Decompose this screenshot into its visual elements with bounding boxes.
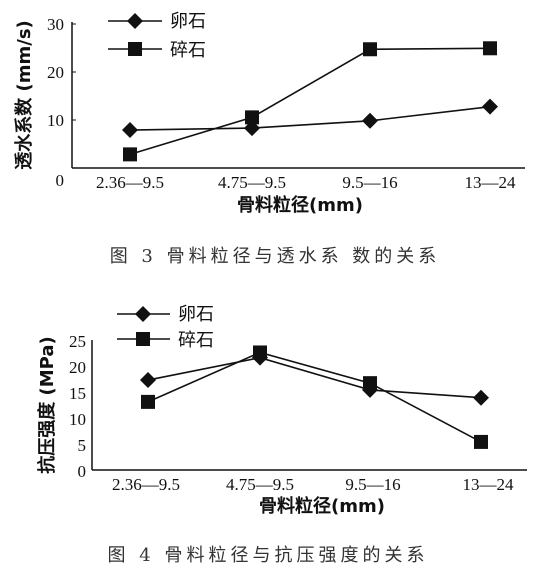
y-axis-label: 抗压强度 (MPa)	[36, 336, 58, 474]
series-line-2	[147, 351, 482, 443]
legend-square-marker	[128, 42, 142, 56]
data-point-diamond	[140, 372, 156, 389]
series-line-1	[147, 356, 482, 399]
x-axis-label: 骨料粒径(mm)	[237, 194, 363, 216]
legend-label-series-2: 碎石	[178, 330, 214, 351]
y-axis-label: 透水系数 (mm/s)	[13, 20, 35, 170]
data-point-diamond	[482, 98, 498, 115]
legend-label-series-1: 卵石	[170, 11, 206, 32]
y-tick-label: 10	[47, 111, 64, 130]
y-tick-label: 15	[69, 384, 86, 403]
legend-label-series-2: 碎石	[170, 40, 206, 61]
y-tick-label: 30	[47, 15, 64, 34]
chart-compressive-strength: 25 20 15 10 5 0 2.36—9.5 4.75—9.5 9.5—16…	[36, 304, 527, 566]
y-tick-label: 5	[78, 436, 87, 455]
data-point-square	[363, 376, 377, 391]
series-line-1	[129, 105, 491, 131]
legend-diamond-marker	[135, 306, 151, 322]
data-point-diamond	[473, 389, 489, 406]
data-point-diamond	[122, 122, 138, 139]
legend-square-marker	[136, 332, 150, 346]
x-tick-label: 4.75—9.5	[218, 173, 286, 192]
x-tick-label: 9.5—16	[342, 173, 397, 192]
y-tick-label: 25	[69, 332, 86, 351]
figure-caption: 图 3 骨料粒径与透水系 数的关系	[110, 246, 441, 267]
y-tick-label: 10	[69, 410, 86, 429]
y-tick-label: 20	[47, 63, 64, 82]
series-group	[122, 41, 498, 162]
data-point-diamond	[244, 120, 260, 137]
data-point-square	[141, 394, 155, 409]
series-line-2	[129, 47, 491, 156]
series-group	[140, 345, 489, 449]
x-tick-label: 4.75—9.5	[226, 475, 294, 494]
data-point-square	[245, 110, 259, 125]
x-tick-label: 9.5—16	[345, 475, 400, 494]
x-tick-label: 2.36—9.5	[96, 173, 164, 192]
y-tick-group	[72, 23, 76, 169]
data-point-square	[123, 147, 137, 162]
x-axis-label: 骨料粒径(mm)	[259, 495, 385, 517]
data-point-square	[253, 345, 267, 360]
legend-label-series-1: 卵石	[178, 304, 214, 325]
y-tick-label: 0	[56, 171, 65, 190]
x-tick-label: 2.36—9.5	[112, 475, 180, 494]
y-tick-label: 0	[78, 462, 87, 481]
data-point-square	[363, 42, 377, 57]
x-tick-label: 13—24	[463, 475, 515, 494]
chart-permeability: 30 20 10 0 2.36—9.5 4.75—9.5 9.5—16 13—2…	[13, 11, 525, 267]
x-tick-label: 13—24	[465, 173, 517, 192]
data-point-diamond	[362, 112, 378, 129]
data-point-square	[483, 41, 497, 56]
data-point-square	[474, 434, 488, 449]
y-tick-label: 20	[69, 358, 86, 377]
figure-caption: 图 4 骨料粒径与抗压强度的关系	[108, 545, 429, 566]
legend-diamond-marker	[127, 13, 143, 29]
